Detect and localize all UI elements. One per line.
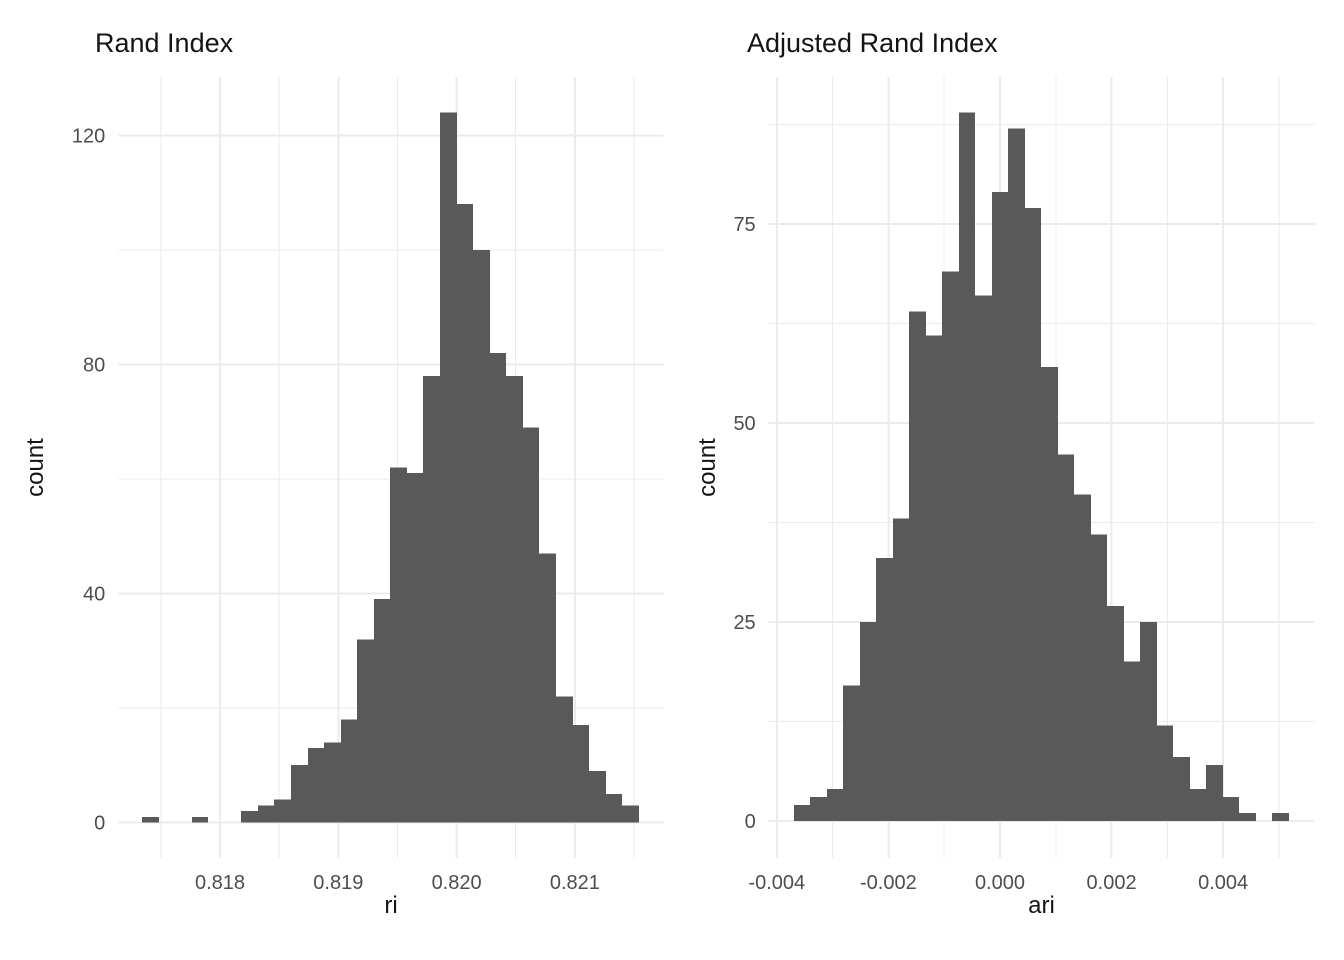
histogram-bar xyxy=(324,742,341,823)
histogram-bar xyxy=(975,295,992,821)
x-tick-label: -0.004 xyxy=(748,872,805,894)
histogram-bar xyxy=(274,799,291,823)
histogram-bar xyxy=(1173,757,1190,821)
histogram-bar xyxy=(1074,494,1091,821)
histogram-bars-1 xyxy=(794,112,1289,821)
histogram-bar xyxy=(926,335,942,821)
histogram-bar xyxy=(1157,725,1173,821)
y-tick-labels-0: 0 40 80 120 xyxy=(72,125,105,834)
histogram-bar xyxy=(341,719,357,823)
chart-title: Adjusted Rand Index xyxy=(747,28,998,58)
histogram-bar xyxy=(407,473,423,823)
y-axis-title: count xyxy=(694,438,721,497)
y-axis-title: count xyxy=(22,438,49,497)
histogram-bar xyxy=(1058,454,1074,821)
chart-adjusted-rand-index: -0.004 -0.002 0.000 0.002 0.004 0 25 50 75 Adju… xyxy=(694,28,1315,919)
x-tick-label: 0.004 xyxy=(1198,872,1248,894)
histogram-bar xyxy=(423,375,440,823)
histogram-bar xyxy=(893,518,909,821)
histogram-bar xyxy=(1140,621,1157,821)
x-tick-label: 0.002 xyxy=(1087,872,1137,894)
histogram-bar xyxy=(589,770,606,823)
histogram-bar xyxy=(142,816,159,823)
histogram-bar xyxy=(523,427,539,823)
histogram-bar xyxy=(1272,812,1289,821)
histogram-bar xyxy=(794,804,810,821)
histogram-bars-0 xyxy=(142,112,639,823)
histogram-bar xyxy=(843,685,860,821)
x-axis-title: ri xyxy=(384,892,397,919)
x-tick-label: 0.819 xyxy=(313,872,363,894)
histogram-bar xyxy=(258,805,274,823)
y-tick-label: 25 xyxy=(733,612,755,634)
histogram-bar xyxy=(308,748,324,823)
y-tick-label: 75 xyxy=(733,214,755,236)
histogram-bar xyxy=(860,621,876,821)
histogram-bar xyxy=(473,249,490,823)
histogram-bar xyxy=(539,553,556,823)
x-tick-label: 0.821 xyxy=(550,872,600,894)
histogram-bar xyxy=(909,311,926,821)
histogram-bar xyxy=(457,204,473,823)
y-tick-label: 40 xyxy=(83,583,105,605)
x-tick-label: 0.000 xyxy=(975,872,1025,894)
histogram-bar xyxy=(622,805,639,823)
y-tick-label: 50 xyxy=(733,413,755,435)
histogram-bar xyxy=(992,192,1008,821)
histogram-bar xyxy=(606,793,622,823)
histogram-bar xyxy=(440,112,457,823)
histogram-bar xyxy=(1206,765,1223,821)
histogram-bar xyxy=(942,271,959,821)
histogram-bar xyxy=(390,467,407,823)
x-tick-label: 0.818 xyxy=(195,872,245,894)
x-tick-label: 0.820 xyxy=(432,872,482,894)
histogram-bar xyxy=(1190,788,1206,821)
histogram-bar xyxy=(959,112,975,821)
histogram-bar xyxy=(506,375,523,823)
histogram-bar xyxy=(192,816,208,823)
x-tick-labels-1: -0.004 -0.002 0.000 0.002 0.004 xyxy=(748,872,1248,894)
histogram-bar xyxy=(573,725,589,823)
histogram-bar xyxy=(810,796,827,821)
histogram-bar xyxy=(490,352,506,823)
y-tick-label: 0 xyxy=(94,813,105,835)
y-tick-label: 80 xyxy=(83,354,105,376)
histogram-bar xyxy=(827,788,843,821)
histogram-bar xyxy=(1124,661,1140,821)
y-tick-label: 120 xyxy=(72,125,105,147)
y-tick-label: 0 xyxy=(745,811,756,833)
histogram-bar xyxy=(1008,128,1025,821)
histogram-bar xyxy=(1107,605,1124,821)
x-axis-title: ari xyxy=(1028,892,1055,919)
histogram-bar xyxy=(876,558,893,821)
chart-title: Rand Index xyxy=(95,28,234,58)
x-tick-labels-0: 0.818 0.819 0.820 0.821 xyxy=(195,872,600,894)
y-tick-labels-1: 0 25 50 75 xyxy=(733,214,755,833)
histogram-bar xyxy=(291,765,308,823)
chart-rand-index: 0.818 0.819 0.820 0.821 0 40 80 120 Rand Index… xyxy=(22,28,664,919)
histogram-bar xyxy=(1025,207,1041,821)
x-tick-label: -0.002 xyxy=(860,872,917,894)
histogram-bar xyxy=(357,639,374,823)
histogram-bar xyxy=(374,599,390,823)
histogram-bar xyxy=(1223,796,1239,821)
histogram-bar xyxy=(556,696,573,823)
histogram-bar xyxy=(241,811,258,823)
histogram-bar xyxy=(1091,534,1107,821)
histogram-bar xyxy=(1041,367,1058,821)
histogram-bar xyxy=(1239,812,1256,821)
